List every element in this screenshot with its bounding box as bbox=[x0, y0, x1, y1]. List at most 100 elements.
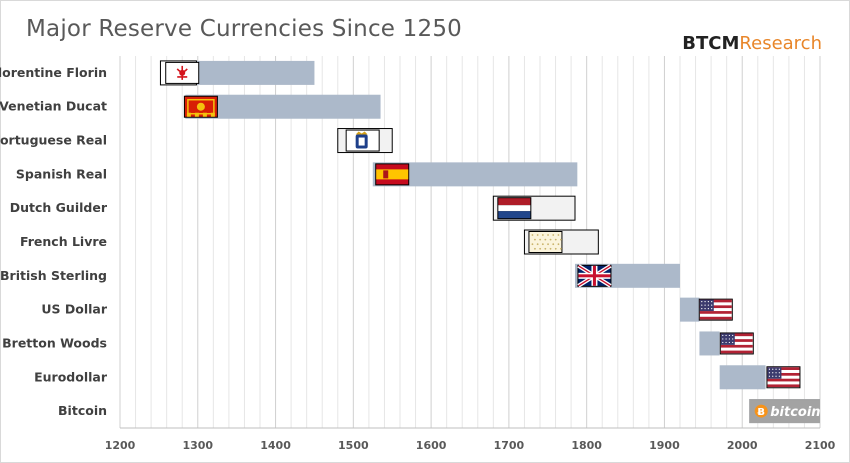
flag-stripe-red bbox=[720, 350, 753, 354]
flag-star bbox=[768, 372, 771, 374]
flag-fringe bbox=[186, 112, 191, 117]
bar-group bbox=[680, 297, 733, 322]
x-tick-label: 1500 bbox=[338, 439, 369, 452]
category-label: Venetian Ducat bbox=[0, 99, 107, 114]
fleur-dot bbox=[549, 247, 552, 250]
flag-star bbox=[707, 304, 709, 306]
category-label: US Dollar bbox=[41, 302, 107, 317]
flag-stripe-red bbox=[699, 305, 732, 309]
category-label: Florentine Florin bbox=[0, 65, 107, 80]
flag-star bbox=[732, 341, 734, 344]
flag-star bbox=[775, 375, 777, 377]
bar-group bbox=[699, 331, 754, 356]
category-label: Eurodollar bbox=[34, 369, 108, 384]
x-tick-label: 1300 bbox=[182, 439, 213, 452]
flag-stripe-red bbox=[498, 198, 531, 206]
fleur-dot bbox=[557, 243, 560, 246]
flag-star bbox=[732, 334, 734, 337]
flag-stripe-red bbox=[767, 378, 800, 382]
flag-star bbox=[722, 338, 724, 340]
bar-group bbox=[159, 60, 315, 86]
bar-group bbox=[372, 162, 578, 187]
flag-star bbox=[768, 368, 771, 370]
flag-stripe-red bbox=[767, 384, 800, 388]
flag-star bbox=[701, 304, 703, 306]
fleur-dot bbox=[531, 234, 534, 236]
lily-strokes bbox=[176, 65, 188, 80]
fleur-dot bbox=[552, 243, 555, 246]
category-label: Dutch Guilder bbox=[10, 200, 108, 215]
flag-star bbox=[707, 308, 709, 310]
flag-stripe-red bbox=[767, 372, 800, 376]
bitcoin-coin bbox=[754, 404, 768, 418]
fleur-dot bbox=[544, 247, 547, 250]
bar-group bbox=[575, 263, 680, 288]
bar-group bbox=[183, 94, 381, 119]
range-bar bbox=[680, 297, 700, 322]
fleur-dot bbox=[549, 238, 552, 241]
flag-star bbox=[728, 338, 730, 340]
bar-group bbox=[719, 365, 801, 390]
flag-field bbox=[529, 232, 562, 252]
x-tick-label: 1800 bbox=[571, 439, 602, 452]
category-label: British Sterling bbox=[0, 268, 107, 283]
flag-fringe bbox=[202, 112, 207, 117]
flag-stripe-white bbox=[498, 205, 531, 212]
category-label: Portuguese Real bbox=[0, 133, 107, 148]
fleur-dot bbox=[560, 238, 562, 241]
flag-star bbox=[711, 308, 713, 310]
flag-star bbox=[704, 308, 706, 310]
brand-logo: BTCMResearch bbox=[682, 33, 822, 54]
bitcoin-coin-glyph: Ƀ bbox=[757, 407, 765, 418]
brand-part2: Research bbox=[739, 33, 822, 54]
flag-canton bbox=[699, 299, 714, 312]
flag-star bbox=[707, 301, 709, 303]
fleur-dot bbox=[557, 234, 560, 236]
bar-group bbox=[492, 195, 576, 221]
flag-star bbox=[725, 338, 727, 340]
shield-inner bbox=[358, 137, 365, 146]
flag-stripe-blue bbox=[498, 211, 531, 219]
coat-of-arms bbox=[383, 170, 389, 179]
category-label: French Livre bbox=[20, 234, 107, 249]
x-tick-label: 1600 bbox=[416, 439, 447, 452]
fleur-dot bbox=[547, 243, 549, 246]
flag-canton bbox=[720, 333, 735, 345]
flag-star bbox=[725, 341, 727, 344]
fleur-dot bbox=[544, 238, 547, 241]
fleur-dot bbox=[541, 234, 544, 236]
flag-fringe bbox=[194, 112, 199, 117]
bar-group bbox=[523, 229, 599, 255]
flag-star bbox=[778, 375, 780, 377]
flag-stripe-red bbox=[767, 367, 800, 370]
range-bar bbox=[699, 331, 720, 356]
flag-star bbox=[701, 301, 703, 303]
fleur-dot bbox=[552, 234, 555, 236]
x-tick-label: 1200 bbox=[105, 439, 136, 452]
lion-emblem bbox=[196, 102, 205, 111]
flag-star bbox=[704, 304, 706, 306]
flag-star bbox=[772, 368, 774, 370]
fleur-dot bbox=[531, 243, 534, 246]
brand-part1: BTCM bbox=[682, 33, 740, 54]
flag-stripe-red bbox=[699, 311, 732, 314]
flag-star bbox=[728, 334, 730, 337]
flag-stripe-red bbox=[699, 299, 732, 303]
flag-canton bbox=[767, 367, 782, 379]
bitcoin-logo-bg bbox=[751, 400, 820, 423]
bitcoin-wordmark: bitcoin bbox=[770, 405, 820, 420]
fleur-dot bbox=[534, 238, 536, 241]
fleur-dot bbox=[539, 247, 542, 250]
flag-stripe-red bbox=[720, 344, 753, 348]
flag-star bbox=[778, 368, 780, 370]
chart-title: Major Reserve Currencies Since 1250 bbox=[26, 16, 462, 42]
flag-stripe-red bbox=[699, 316, 732, 320]
x-tick-label: 1900 bbox=[649, 439, 680, 452]
flag-star bbox=[711, 304, 713, 306]
flag-star bbox=[768, 375, 771, 377]
flag-star bbox=[732, 338, 734, 340]
fleur-dot bbox=[554, 247, 557, 250]
